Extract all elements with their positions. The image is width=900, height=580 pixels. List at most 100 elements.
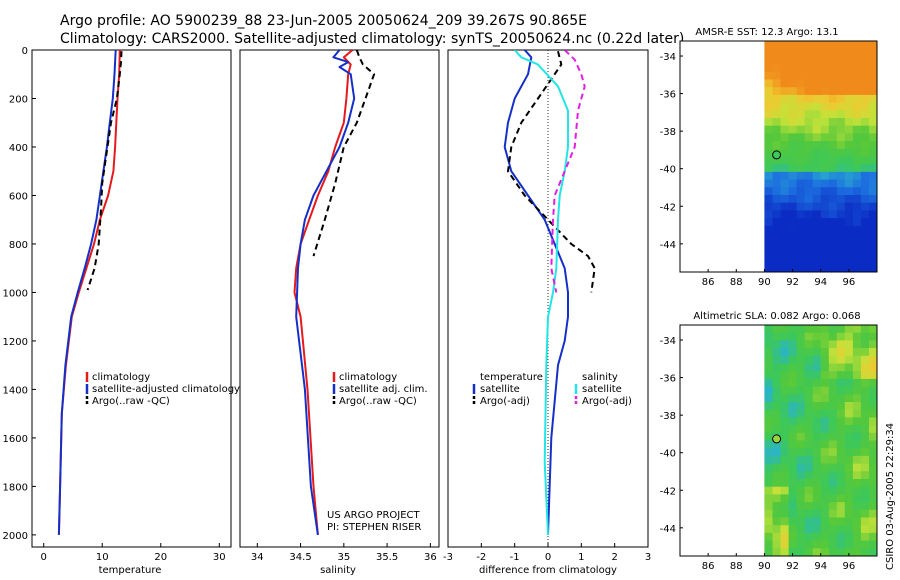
map-cell xyxy=(860,264,870,273)
map-cell xyxy=(852,455,862,465)
map-cell xyxy=(780,432,789,441)
map-cell xyxy=(836,210,846,219)
map-cell xyxy=(844,48,854,57)
map-cell xyxy=(836,41,846,50)
map-cell xyxy=(869,532,878,542)
map-cell xyxy=(836,202,846,211)
map-cell xyxy=(820,486,830,495)
x-tick-label: 94 xyxy=(814,277,827,288)
map-cell xyxy=(836,187,846,196)
map-cell xyxy=(844,125,854,134)
map-cell xyxy=(788,264,798,273)
map-cell xyxy=(852,148,862,157)
map-cell xyxy=(860,195,870,204)
legend-label: salinity xyxy=(582,372,618,383)
map-cell xyxy=(796,187,806,196)
map-cell xyxy=(804,409,814,418)
map-cell xyxy=(869,202,878,211)
map-cell xyxy=(852,241,862,250)
map-cell xyxy=(804,463,814,472)
map-cell xyxy=(788,502,798,511)
map-cell xyxy=(764,133,773,142)
map-cell xyxy=(828,233,838,242)
map-cell xyxy=(796,102,806,111)
map-cell xyxy=(844,79,854,88)
map-cell xyxy=(869,118,878,127)
map-cell xyxy=(804,494,814,503)
map-cell xyxy=(828,156,838,165)
map-cell xyxy=(780,409,789,418)
map-cell xyxy=(804,164,814,173)
map-cell xyxy=(812,164,822,173)
map-cell xyxy=(820,156,830,165)
map-cell xyxy=(788,494,798,503)
map-cell xyxy=(860,363,870,372)
x-tick-label: 88 xyxy=(730,561,743,572)
map-cell xyxy=(804,56,814,65)
map-cell xyxy=(780,195,789,204)
map-cell xyxy=(852,56,862,65)
map-cell xyxy=(804,141,814,150)
map-cell xyxy=(780,110,789,119)
map-cell xyxy=(772,463,781,472)
map-cell xyxy=(852,540,862,549)
map-cell xyxy=(788,164,798,173)
map-cell xyxy=(820,371,830,380)
map-cell xyxy=(780,486,789,495)
x-tick-label: 2 xyxy=(611,552,617,563)
map-cell xyxy=(804,448,814,457)
map-cell xyxy=(852,79,862,88)
y-tick-label: 600 xyxy=(9,191,28,202)
map-cell xyxy=(828,363,838,372)
map-cell xyxy=(828,348,838,357)
map-cell xyxy=(860,502,870,511)
y-tick-label: 1400 xyxy=(3,385,28,396)
map-cell xyxy=(764,409,773,418)
map-cell xyxy=(772,517,781,526)
map-cell xyxy=(796,233,806,242)
map-cell xyxy=(812,540,822,549)
map-cell xyxy=(788,463,798,472)
map-cell xyxy=(820,225,830,234)
map-cell xyxy=(788,340,798,349)
map-cell xyxy=(844,148,854,157)
map-cell xyxy=(820,125,830,134)
series-satellite-adjusted-climatology xyxy=(57,50,117,535)
map-cell xyxy=(796,502,806,511)
map-cell xyxy=(852,432,862,441)
map-cell xyxy=(788,133,798,142)
legend-label: climatology xyxy=(339,372,397,383)
map-cell xyxy=(788,187,798,196)
map-cell xyxy=(844,248,854,258)
map-cell xyxy=(780,256,789,265)
map-cell xyxy=(764,102,773,111)
map-cell xyxy=(836,133,846,142)
map-cell xyxy=(820,448,830,457)
map-cell xyxy=(804,248,814,258)
map-cell xyxy=(804,118,814,127)
salinity-xlabel: salinity xyxy=(320,565,356,576)
map-cell xyxy=(812,118,822,127)
map-cell xyxy=(852,348,862,357)
map-cell xyxy=(828,332,838,341)
y-tick-label: -36 xyxy=(660,90,676,101)
map-cell xyxy=(780,340,789,349)
map-cell xyxy=(812,94,822,104)
map-cell xyxy=(804,133,814,142)
map-cell xyxy=(796,517,806,526)
map-cell xyxy=(780,87,789,96)
temperature-axes xyxy=(31,49,232,548)
map-cell xyxy=(852,156,862,165)
map-cell xyxy=(860,448,870,457)
map-cell xyxy=(828,64,838,73)
map-cell xyxy=(804,171,814,181)
map-cell xyxy=(820,548,830,557)
map-cell xyxy=(772,225,781,234)
map-cell xyxy=(780,355,789,364)
y-tick-label: 0 xyxy=(22,46,28,57)
map-cell xyxy=(844,94,854,104)
x-tick-label: 90 xyxy=(758,561,771,572)
map-cell xyxy=(828,355,838,364)
map-cell xyxy=(812,332,822,341)
map-cell xyxy=(852,386,862,395)
